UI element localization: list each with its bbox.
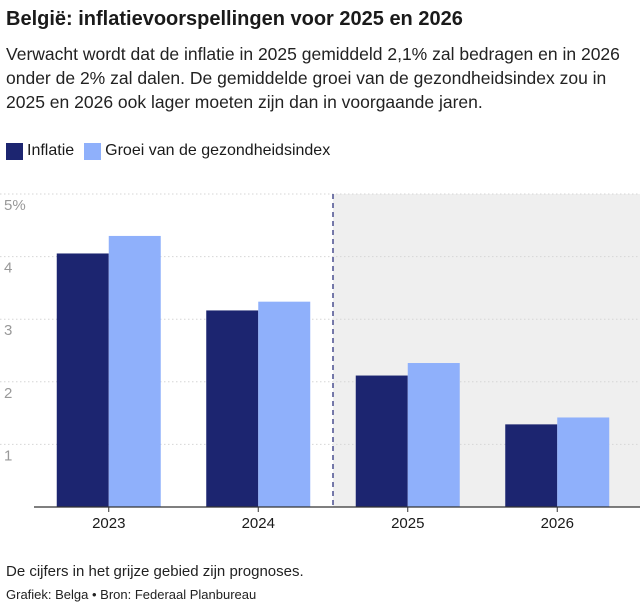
x-tick-label: 2026 — [541, 515, 574, 532]
legend-item-gezondheidsindex: Groei van de gezondheidsindex — [84, 142, 330, 160]
y-tick-label: 1 — [4, 447, 12, 464]
legend-label-gezondheidsindex: Groei van de gezondheidsindex — [105, 142, 331, 159]
chart-title: België: inflatievoorspellingen voor 2025… — [6, 8, 463, 30]
x-tick-label: 2023 — [92, 515, 125, 532]
bar-gezondheidsindex-2025 — [407, 363, 460, 507]
legend-swatch-gezondheidsindex — [84, 142, 102, 160]
bar-inflatie-2024 — [206, 310, 259, 507]
legend-swatch-inflatie — [6, 142, 23, 160]
forecast-note: De cijfers in het grijze gebied zijn pro… — [6, 563, 304, 580]
y-tick-label: 3 — [4, 322, 12, 339]
bar-inflatie-2026 — [505, 424, 558, 507]
chart-subtitle: Verwacht wordt dat de inflatie in 2025 g… — [6, 44, 620, 112]
legend: Inflatie Groei van de gezondheidsindex — [6, 142, 340, 160]
x-tick-label: 2025 — [391, 515, 424, 532]
bar-inflatie-2023 — [56, 253, 109, 507]
legend-label-inflatie: Inflatie — [27, 142, 75, 159]
bar-chart: 1 2 3 4 5% 2023 2024 2025 2026 — [0, 193, 640, 532]
bar-inflatie-2025 — [355, 375, 408, 507]
source-credit: Grafiek: Belga • Bron: Federaal Planbure… — [6, 587, 257, 602]
legend-item-inflatie: Inflatie — [6, 142, 74, 160]
x-tick-label: 2024 — [242, 515, 275, 532]
y-tick-label: 2 — [4, 385, 12, 402]
bar-gezondheidsindex-2026 — [557, 417, 610, 507]
bar-gezondheidsindex-2023 — [108, 235, 161, 507]
y-tick-label: 4 — [4, 260, 12, 277]
bar-gezondheidsindex-2024 — [258, 301, 311, 507]
y-tick-label: 5% — [4, 197, 26, 214]
